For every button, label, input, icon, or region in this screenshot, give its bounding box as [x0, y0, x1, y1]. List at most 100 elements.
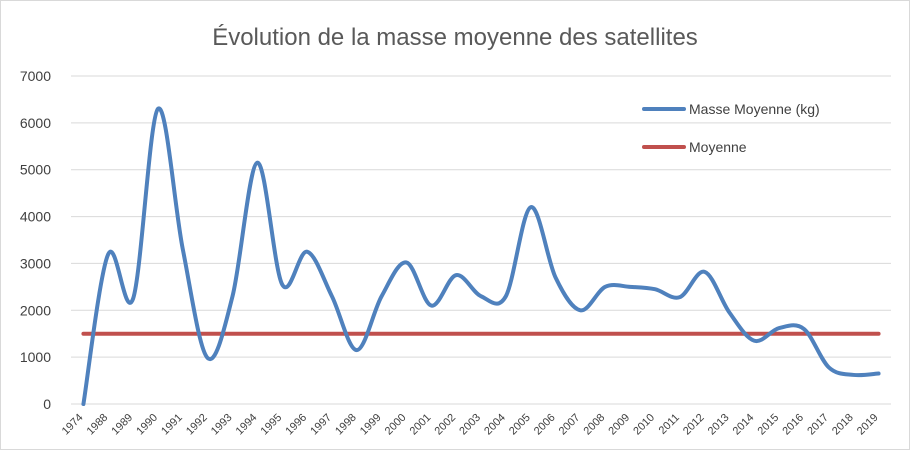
- data-point-1-18: [529, 332, 533, 336]
- data-point-0-9: [305, 250, 309, 254]
- data-point-0-15: [454, 273, 458, 277]
- x-tick-label: 2008: [582, 412, 608, 438]
- x-tick-label: 2017: [805, 412, 831, 438]
- legend-label-1: Moyenne: [689, 139, 747, 155]
- y-tick-label: 4000: [20, 209, 51, 225]
- data-point-1-19: [554, 332, 558, 336]
- x-tick-label: 1989: [109, 412, 135, 438]
- data-point-1-2: [131, 332, 135, 336]
- x-tick-label: 2006: [532, 412, 558, 438]
- x-tick-label: 1996: [283, 412, 309, 438]
- x-tick-label: 2012: [681, 412, 707, 438]
- data-point-0-14: [429, 304, 433, 308]
- data-point-1-25: [703, 332, 707, 336]
- data-point-1-15: [454, 332, 458, 336]
- x-tick-label: 1990: [134, 412, 160, 438]
- data-point-1-4: [181, 332, 185, 336]
- x-tick-label: 1999: [358, 412, 384, 438]
- data-point-1-32: [877, 332, 881, 336]
- data-point-1-6: [231, 332, 235, 336]
- data-point-1-9: [305, 332, 309, 336]
- data-point-0-16: [479, 294, 483, 298]
- data-point-0-1: [106, 252, 110, 256]
- data-point-0-29: [802, 327, 806, 331]
- data-point-0-30: [827, 365, 831, 369]
- data-point-0-17: [504, 294, 508, 298]
- x-tick-label: 2019: [855, 412, 881, 438]
- x-tick-label: 2015: [756, 412, 782, 438]
- data-point-0-2: [131, 297, 135, 301]
- data-point-0-0: [81, 402, 85, 406]
- y-tick-label: 3000: [20, 255, 51, 271]
- data-point-0-5: [206, 356, 210, 360]
- data-point-1-7: [255, 332, 259, 336]
- x-tick-label: 1992: [184, 412, 210, 438]
- data-point-1-28: [777, 332, 781, 336]
- data-point-0-23: [653, 287, 657, 291]
- x-tick-label: 2005: [507, 412, 533, 438]
- data-point-0-24: [678, 295, 682, 299]
- x-tick-label: 1994: [234, 412, 260, 438]
- x-tick-label: 2016: [780, 412, 806, 438]
- data-point-0-8: [280, 283, 284, 287]
- data-point-0-12: [380, 294, 384, 298]
- data-point-1-5: [206, 332, 210, 336]
- y-axis-ticks: 0 1000 2000 3000 4000 5000 6000 7000: [20, 68, 51, 412]
- y-tick-label: 5000: [20, 162, 51, 178]
- x-tick-label: 2009: [606, 412, 632, 438]
- data-point-1-31: [852, 332, 856, 336]
- x-tick-label: 1997: [308, 412, 334, 438]
- data-point-0-31: [852, 373, 856, 377]
- x-tick-label: 2004: [482, 412, 508, 438]
- data-point-1-20: [578, 332, 582, 336]
- data-point-0-3: [156, 107, 160, 111]
- data-point-0-19: [554, 275, 558, 279]
- x-tick-label: 2001: [408, 412, 434, 438]
- data-point-0-28: [777, 326, 781, 330]
- x-tick-label: 2010: [631, 412, 657, 438]
- x-tick-label: 1991: [159, 412, 185, 438]
- x-tick-label: 2007: [557, 412, 583, 438]
- legend: Masse Moyenne (kg) Moyenne: [642, 101, 820, 155]
- y-tick-label: 2000: [20, 302, 51, 318]
- gridlines: [71, 75, 891, 405]
- data-point-0-20: [578, 308, 582, 312]
- data-point-0-18: [529, 205, 533, 209]
- x-tick-label: 1988: [85, 412, 111, 438]
- data-point-0-25: [703, 270, 707, 274]
- data-point-0-26: [727, 311, 731, 315]
- y-tick-label: 0: [43, 396, 51, 412]
- y-tick-label: 6000: [20, 115, 51, 131]
- data-point-1-14: [429, 332, 433, 336]
- data-point-0-13: [404, 260, 408, 264]
- data-point-1-0: [81, 332, 85, 336]
- x-tick-label: 2018: [830, 412, 856, 438]
- data-point-0-32: [877, 372, 881, 376]
- x-tick-label: 2002: [432, 412, 458, 438]
- data-point-1-24: [678, 332, 682, 336]
- data-point-0-10: [330, 294, 334, 298]
- legend-label-0: Masse Moyenne (kg): [689, 101, 820, 117]
- x-tick-label: 2003: [457, 412, 483, 438]
- series-line-0: [81, 106, 881, 406]
- data-point-1-17: [504, 332, 508, 336]
- x-axis-ticks: 1974 1988 1989 1990 1991 1992 1993 1994 1995 1996…: [60, 412, 881, 438]
- data-point-0-27: [752, 339, 756, 343]
- data-point-1-3: [156, 332, 160, 336]
- data-point-0-6: [231, 294, 235, 298]
- y-tick-label: 1000: [20, 349, 51, 365]
- data-point-0-7: [255, 161, 259, 165]
- x-tick-label: 2000: [383, 412, 409, 438]
- x-tick-label: 2014: [731, 412, 757, 438]
- data-point-0-4: [181, 247, 185, 251]
- data-point-1-8: [280, 332, 284, 336]
- data-point-1-22: [628, 332, 632, 336]
- data-point-1-21: [603, 332, 607, 336]
- x-tick-label: 1974: [60, 412, 86, 438]
- data-point-1-27: [752, 332, 756, 336]
- x-tick-label: 1995: [259, 412, 285, 438]
- y-tick-label: 7000: [20, 68, 51, 84]
- x-tick-label: 2011: [657, 412, 682, 437]
